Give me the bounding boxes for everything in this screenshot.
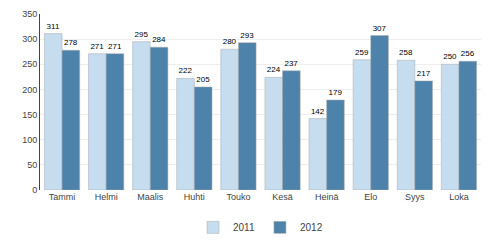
svg-text:293: 293 — [240, 31, 254, 40]
svg-text:307: 307 — [373, 24, 387, 33]
svg-text:100: 100 — [22, 135, 37, 145]
svg-text:278: 278 — [64, 38, 78, 47]
svg-text:Kesä: Kesä — [272, 192, 293, 202]
svg-text:258: 258 — [399, 48, 413, 57]
svg-text:142: 142 — [311, 107, 325, 116]
svg-text:0: 0 — [32, 185, 37, 195]
svg-text:280: 280 — [223, 37, 237, 46]
svg-text:271: 271 — [108, 42, 122, 51]
svg-text:179: 179 — [329, 88, 343, 97]
svg-text:237: 237 — [284, 59, 298, 68]
svg-text:2011: 2011 — [233, 222, 255, 233]
svg-text:350: 350 — [22, 9, 37, 19]
svg-text:284: 284 — [152, 35, 166, 44]
svg-text:295: 295 — [134, 30, 148, 39]
svg-text:50: 50 — [27, 160, 37, 170]
svg-text:Huhti: Huhti — [184, 192, 205, 202]
svg-text:Syys: Syys — [405, 192, 425, 202]
svg-text:2012: 2012 — [300, 222, 323, 233]
svg-text:Elo: Elo — [364, 192, 377, 202]
svg-text:271: 271 — [90, 42, 104, 51]
svg-text:Touko: Touko — [226, 192, 250, 202]
svg-text:200: 200 — [22, 85, 37, 95]
svg-text:150: 150 — [22, 110, 37, 120]
svg-text:Tammi: Tammi — [49, 192, 76, 202]
svg-text:311: 311 — [47, 22, 60, 31]
svg-text:Maalis: Maalis — [137, 192, 164, 202]
svg-text:Loka: Loka — [449, 192, 469, 202]
svg-text:300: 300 — [22, 34, 37, 44]
svg-text:250: 250 — [22, 59, 37, 69]
svg-text:256: 256 — [461, 49, 475, 58]
svg-text:259: 259 — [355, 48, 369, 57]
svg-text:217: 217 — [417, 69, 431, 78]
svg-text:222: 222 — [179, 66, 193, 75]
svg-text:Helmi: Helmi — [95, 192, 118, 202]
svg-text:205: 205 — [196, 75, 210, 84]
svg-text:250: 250 — [443, 52, 457, 61]
svg-text:224: 224 — [267, 65, 281, 74]
svg-text:Heinä: Heinä — [315, 192, 339, 202]
